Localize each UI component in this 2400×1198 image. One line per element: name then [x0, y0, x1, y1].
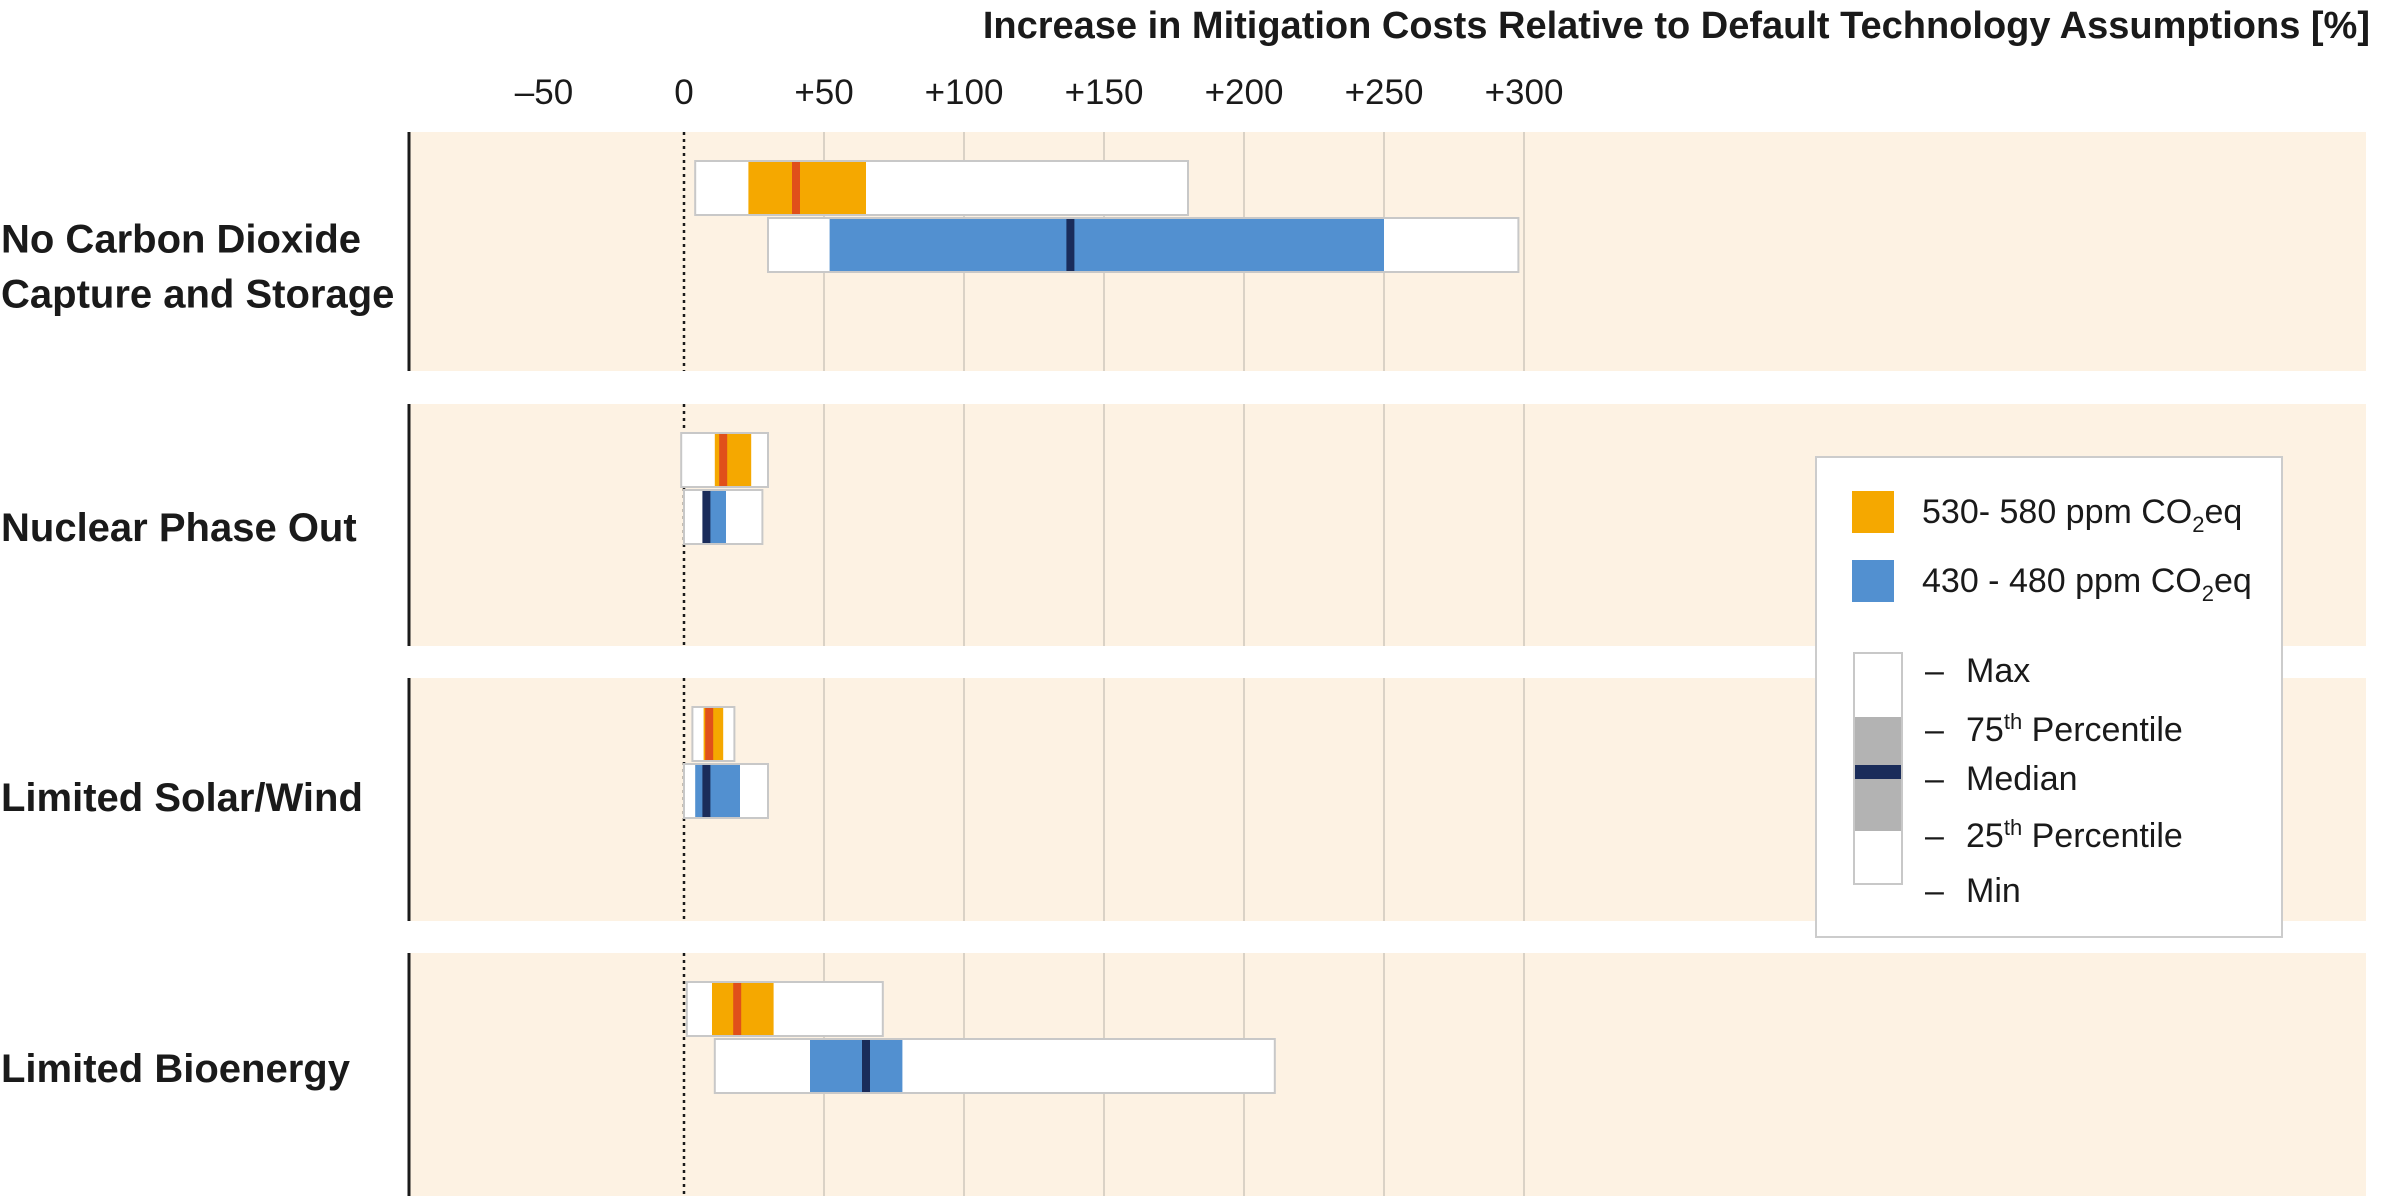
boxes — [680, 160, 1520, 1094]
median-mark — [1066, 219, 1075, 271]
x-tick-label: –50 — [515, 73, 573, 112]
interquartile-box — [748, 162, 866, 214]
x-axis-ticks: –50 0 +50 +100 +150 +200 +250 +300 — [515, 73, 1564, 112]
key-dash: – — [1925, 711, 1944, 749]
median-mark — [702, 765, 711, 817]
interquartile-box — [810, 1040, 903, 1092]
x-tick-label: +300 — [1485, 73, 1564, 112]
interquartile-box — [829, 219, 1384, 271]
key-dash: – — [1925, 817, 1944, 855]
median-mark — [733, 983, 742, 1035]
median-mark — [792, 162, 800, 214]
median-mark — [702, 491, 711, 543]
legend-swatch — [1852, 560, 1894, 602]
category-label: No Carbon Dioxide — [1, 218, 361, 262]
interquartile-box — [712, 983, 774, 1035]
key-dash: – — [1925, 652, 1944, 690]
key-min-label: Min — [1966, 872, 2021, 910]
x-tick-label: +50 — [794, 73, 853, 112]
x-tick-label: +200 — [1205, 73, 1284, 112]
key-median-mark — [1855, 765, 1901, 779]
x-tick-label: +150 — [1065, 73, 1144, 112]
median-mark — [719, 434, 728, 486]
key-dash: – — [1925, 872, 1944, 910]
category-label: Capture and Storage — [1, 273, 394, 317]
interquartile-box — [695, 765, 740, 817]
legend-swatch — [1852, 491, 1894, 533]
legend-series-label: 430 - 480 ppm CO2eq — [1922, 562, 2252, 606]
category-labels: No Carbon Dioxide Capture and Storage Nucl… — [1, 218, 394, 1092]
category-label: Limited Bioenergy — [1, 1047, 351, 1091]
median-mark — [862, 1040, 870, 1092]
x-tick-label: 0 — [674, 73, 693, 112]
key-median-label: Median — [1966, 760, 2078, 798]
key-dash: – — [1925, 760, 1944, 798]
key-25th-label: 25th Percentile — [1966, 815, 2183, 855]
chart-title: Increase in Mitigation Costs Relative to… — [983, 5, 2370, 47]
x-tick-label: +100 — [925, 73, 1004, 112]
key-max-label: Max — [1966, 652, 2030, 690]
category-label: Limited Solar/Wind — [1, 776, 363, 820]
legend-series-label: 530- 580 ppm CO2eq — [1922, 493, 2242, 537]
median-mark — [705, 708, 714, 760]
key-75th-label: 75th Percentile — [1966, 709, 2183, 749]
x-tick-label: +250 — [1345, 73, 1424, 112]
range-box — [713, 1038, 1276, 1094]
category-label: Nuclear Phase Out — [1, 506, 357, 550]
